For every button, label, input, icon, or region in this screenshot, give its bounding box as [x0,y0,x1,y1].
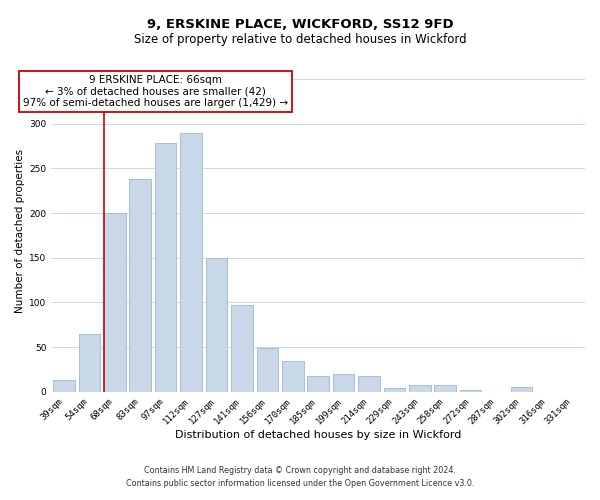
X-axis label: Distribution of detached houses by size in Wickford: Distribution of detached houses by size … [175,430,461,440]
Text: 9, ERSKINE PLACE, WICKFORD, SS12 9FD: 9, ERSKINE PLACE, WICKFORD, SS12 9FD [146,18,454,30]
Bar [434,384,456,392]
Bar [53,380,75,392]
Bar [409,384,431,392]
Bar [206,258,227,392]
Text: Size of property relative to detached houses in Wickford: Size of property relative to detached ho… [134,32,466,46]
Bar [155,144,176,392]
Bar [307,376,329,392]
Bar [79,334,100,392]
Text: 9 ERSKINE PLACE: 66sqm
← 3% of detached houses are smaller (42)
97% of semi-deta: 9 ERSKINE PLACE: 66sqm ← 3% of detached … [23,75,288,108]
Y-axis label: Number of detached properties: Number of detached properties [15,149,25,313]
Bar [104,213,125,392]
Bar [358,376,380,392]
Bar [383,388,405,392]
Bar [231,305,253,392]
Bar [180,132,202,392]
Bar [257,348,278,392]
Bar [460,390,481,392]
Bar [333,374,355,392]
Bar [511,388,532,392]
Bar [282,360,304,392]
Bar [130,179,151,392]
Text: Contains HM Land Registry data © Crown copyright and database right 2024.
Contai: Contains HM Land Registry data © Crown c… [126,466,474,487]
